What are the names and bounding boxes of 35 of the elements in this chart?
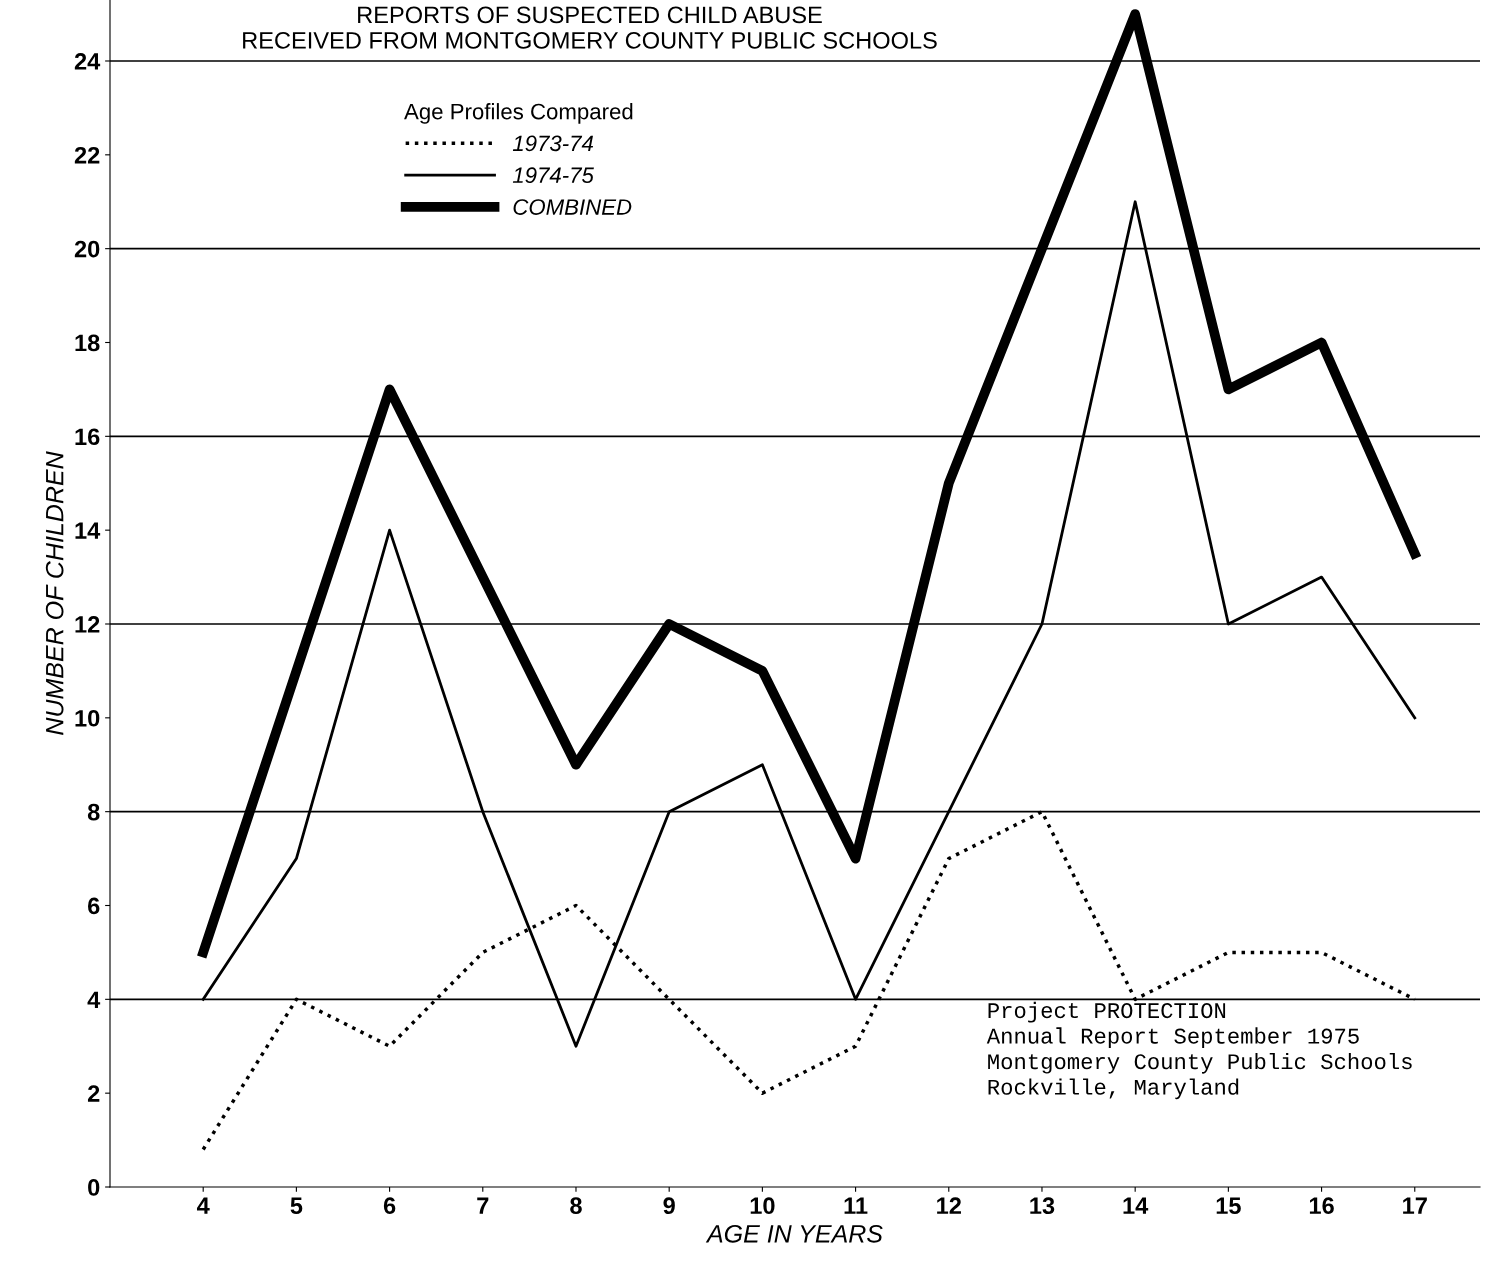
x-tick-label: 5 bbox=[290, 1197, 303, 1215]
y-tick-label: 8 bbox=[87, 803, 100, 821]
legend-label: 1973-74 bbox=[512, 135, 594, 152]
y-tick-label: 4 bbox=[87, 991, 101, 1008]
x-tick-label: 13 bbox=[1030, 1197, 1055, 1215]
x-tick-label: 9 bbox=[663, 1197, 675, 1215]
y-tick-label: 20 bbox=[74, 240, 100, 258]
x-tick-label: 6 bbox=[383, 1197, 396, 1215]
y-tick-label: 24 bbox=[74, 53, 101, 70]
x-tick-label: 8 bbox=[570, 1197, 582, 1215]
y-tick-label: 18 bbox=[75, 334, 100, 352]
y-tick-label: 22 bbox=[74, 146, 100, 164]
y-tick-label: 12 bbox=[75, 616, 100, 633]
x-tick-label: 15 bbox=[1216, 1197, 1241, 1215]
x-tick-label: 16 bbox=[1309, 1197, 1334, 1215]
y-tick-label: 10 bbox=[75, 709, 100, 727]
x-tick-label: 4 bbox=[196, 1197, 210, 1214]
legend-label: COMBINED bbox=[513, 199, 632, 215]
y-tick-label: 0 bbox=[88, 1179, 100, 1196]
y-axis-title: NUMBER OF CHILDREN bbox=[45, 451, 64, 735]
x-tick-label: 17 bbox=[1403, 1197, 1427, 1214]
legend-title: Age Profiles Compared bbox=[404, 103, 633, 124]
y-tick-label: 14 bbox=[75, 522, 101, 539]
y-tick-label: 16 bbox=[75, 428, 100, 446]
x-tick-label: 11 bbox=[844, 1197, 868, 1214]
x-axis-title: AGE IN YEARS bbox=[705, 1224, 883, 1243]
x-tick-label: 7 bbox=[477, 1197, 489, 1214]
x-tick-label: 10 bbox=[750, 1197, 775, 1215]
text: REPORTS OF SUSPECTED CHILD ABUSE RECEIVED FROM MONTGOMERY COUNTY PUBLIC SCHOOLS bbox=[243, 6, 937, 49]
legend-label: 1974-75 bbox=[512, 167, 594, 184]
x-tick-label: 14 bbox=[1123, 1197, 1149, 1214]
y-tick-label: 6 bbox=[88, 897, 100, 915]
annotation: Project PROTECTION Annual Report September 1975 Montgomery County Public Schools Rockville, Maryland bbox=[986, 1001, 1412, 1100]
y-tick-label: 2 bbox=[87, 1085, 100, 1102]
x-tick-label: 12 bbox=[937, 1197, 961, 1214]
